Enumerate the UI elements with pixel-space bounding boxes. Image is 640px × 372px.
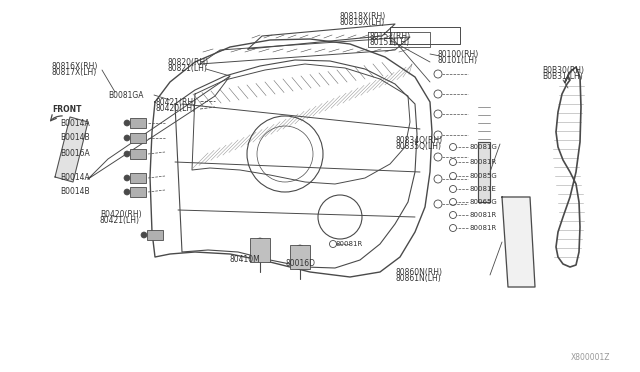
Bar <box>130 187 146 197</box>
Text: 80081R: 80081R <box>336 241 364 247</box>
Text: B0B31(LH): B0B31(LH) <box>542 73 583 81</box>
Text: 80081G: 80081G <box>470 144 498 150</box>
Circle shape <box>124 189 130 195</box>
Bar <box>130 133 146 143</box>
Text: 80081R: 80081R <box>470 159 497 165</box>
Text: 80820(RH): 80820(RH) <box>167 58 208 67</box>
Circle shape <box>141 232 147 238</box>
Text: 80081E: 80081E <box>470 186 497 192</box>
Bar <box>130 173 146 183</box>
Text: 80081R: 80081R <box>470 212 497 218</box>
Circle shape <box>256 238 264 246</box>
Bar <box>147 230 163 240</box>
Circle shape <box>124 175 130 181</box>
Text: B0014B: B0014B <box>60 187 90 196</box>
Circle shape <box>124 151 130 157</box>
Circle shape <box>296 245 304 253</box>
Text: 80421(LH): 80421(LH) <box>100 217 140 225</box>
Text: B0420(RH): B0420(RH) <box>100 209 141 218</box>
Text: 80410M: 80410M <box>230 256 260 264</box>
Text: 80081R: 80081R <box>470 225 497 231</box>
Circle shape <box>124 135 130 141</box>
Text: 80834Q(RH): 80834Q(RH) <box>395 135 442 144</box>
Text: B0B30(RH): B0B30(RH) <box>542 65 584 74</box>
Text: 80152(RH): 80152(RH) <box>370 32 411 41</box>
Text: 80065G: 80065G <box>470 199 498 205</box>
Text: 80818X(RH): 80818X(RH) <box>340 12 387 20</box>
Text: B0014A: B0014A <box>60 119 90 128</box>
Polygon shape <box>502 197 535 287</box>
Text: 80421(RH): 80421(RH) <box>155 97 196 106</box>
Text: 80085G: 80085G <box>470 173 498 179</box>
Text: B0014A: B0014A <box>60 173 90 183</box>
Polygon shape <box>55 117 88 182</box>
Bar <box>250 238 270 262</box>
Text: 80153(LH): 80153(LH) <box>370 38 410 48</box>
Polygon shape <box>478 142 490 202</box>
Text: 80821(LH): 80821(LH) <box>167 64 207 74</box>
Bar <box>130 118 146 128</box>
Text: 80819X(LH): 80819X(LH) <box>340 19 385 28</box>
Circle shape <box>124 120 130 126</box>
Text: 80817X(LH): 80817X(LH) <box>52 68 97 77</box>
Text: X800001Z: X800001Z <box>570 353 610 362</box>
Text: 80101(LH): 80101(LH) <box>438 57 478 65</box>
Text: B0081GA: B0081GA <box>108 90 143 99</box>
Text: 80860N(RH): 80860N(RH) <box>395 267 442 276</box>
Text: B0014B: B0014B <box>60 134 90 142</box>
Text: 80861N(LH): 80861N(LH) <box>395 275 441 283</box>
Text: 80016D: 80016D <box>285 260 315 269</box>
Bar <box>290 245 310 269</box>
Text: 80420(LH): 80420(LH) <box>155 105 195 113</box>
Text: FRONT: FRONT <box>52 106 81 115</box>
Text: B0016A: B0016A <box>60 150 90 158</box>
Bar <box>130 149 146 159</box>
Text: 80816X(RH): 80816X(RH) <box>52 61 99 71</box>
Text: 80100(RH): 80100(RH) <box>438 49 479 58</box>
Text: 80835Q(LH): 80835Q(LH) <box>395 142 441 151</box>
